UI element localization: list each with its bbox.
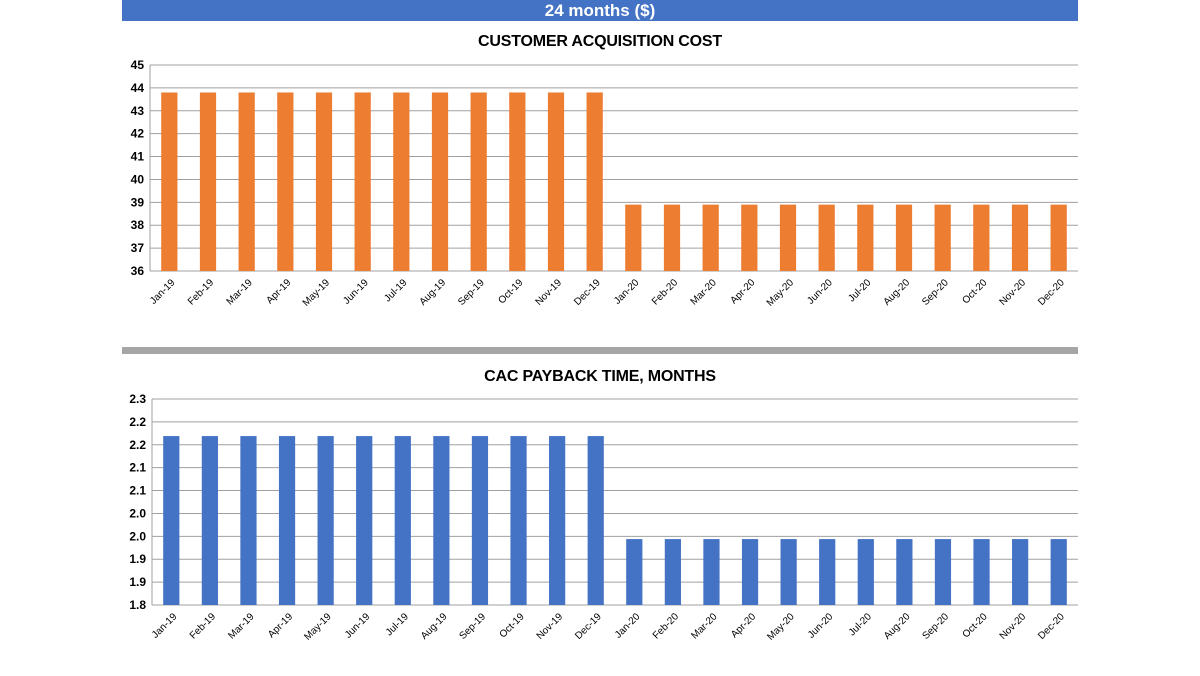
y-tick-label: 44 [131,81,145,95]
bar [664,539,681,605]
x-tick-label: Jan-20 [613,611,643,641]
bar [201,436,218,605]
x-tick-label: Apr-20 [729,611,758,640]
bar [587,436,604,605]
y-tick-label: 36 [131,264,145,278]
bar [317,436,334,605]
y-tick-label: 38 [131,218,145,232]
x-tick-label: Sep-20 [920,611,951,642]
x-tick-label: May-20 [765,611,797,643]
x-tick-label: Jan-19 [150,611,180,641]
x-tick-label: Oct-20 [961,611,990,640]
y-tick-label: 2.0 [129,529,146,543]
bar [973,539,990,605]
bar [818,204,835,271]
x-tick-label: Mar-19 [226,611,256,641]
bar [315,92,333,271]
bar [199,92,217,271]
bar [393,92,410,271]
bar [240,436,257,605]
bar [857,204,874,271]
x-tick-label: Feb-19 [188,611,218,641]
y-tick-label: 2.1 [129,461,146,475]
bar [625,204,642,271]
bar [934,539,952,605]
y-tick-label: 45 [131,58,145,72]
bar [549,436,566,605]
bar [934,204,951,271]
bar [238,92,255,271]
x-tick-label: Aug-19 [419,611,450,642]
banner-title: 24 months ($) [122,0,1078,21]
x-tick-label: Sep-19 [457,611,488,642]
bar [819,539,836,605]
x-tick-label: Apr-19 [266,611,295,640]
x-tick-label: Jun-19 [343,611,373,641]
bar [470,92,487,271]
bar [278,436,296,605]
bar [163,436,180,605]
bar [394,436,411,605]
bar [586,92,603,271]
bar [277,92,294,271]
bar [471,436,489,605]
y-tick-label: 1.8 [129,598,146,612]
y-tick-label: 2.2 [129,415,146,429]
y-tick-label: 39 [131,195,145,209]
x-tick-label: Mar-20 [689,611,719,641]
x-tick-label: May-19 [302,611,334,643]
y-tick-label: 2.2 [129,438,146,452]
x-tick-label: Jul-19 [384,611,411,638]
x-tick-label: Feb-20 [651,611,681,641]
x-tick-label: Oct-19 [498,611,527,640]
bar [1011,204,1029,271]
bar [973,204,990,271]
bar [354,92,371,271]
bar [1050,539,1067,605]
bar [509,92,526,271]
section-separator [122,347,1078,354]
chart-title-cac: CUSTOMER ACQUISITION COST [478,33,722,50]
y-tick-label: 1.9 [129,575,146,589]
bar [1050,204,1067,271]
y-tick-label: 2.0 [129,506,146,520]
bar [433,436,450,605]
bar [703,539,720,605]
x-tick-label: Nov-19 [535,611,566,642]
y-tick-label: 42 [131,127,145,141]
bar [857,539,874,605]
x-tick-label: Dec-20 [1036,611,1067,642]
bar [161,92,178,271]
bar [780,539,797,605]
x-tick-label: Dec-19 [573,611,604,642]
bar [626,539,643,605]
bar [547,92,565,271]
y-tick-label: 41 [131,150,145,164]
bar [702,204,719,271]
bar [356,436,373,605]
bar [1012,539,1029,605]
y-tick-label: 37 [131,241,145,255]
y-tick-label: 2.3 [129,392,146,406]
bar [431,92,449,271]
bar [741,204,758,271]
x-tick-label: Jul-20 [847,611,874,638]
bar [741,539,759,605]
y-tick-label: 43 [131,104,145,118]
bar [896,539,913,605]
y-tick-label: 40 [131,172,145,186]
bar [895,204,913,271]
chart-title-payback: CAC PAYBACK TIME, MONTHS [484,368,716,385]
bar [779,204,797,271]
bar [510,436,527,605]
y-tick-label: 2.1 [129,484,146,498]
x-tick-label: Aug-20 [882,611,913,642]
x-tick-label: Nov-20 [998,611,1029,642]
y-tick-label: 1.9 [129,552,146,566]
x-tick-label: Jun-20 [806,611,836,641]
bar [663,204,681,271]
